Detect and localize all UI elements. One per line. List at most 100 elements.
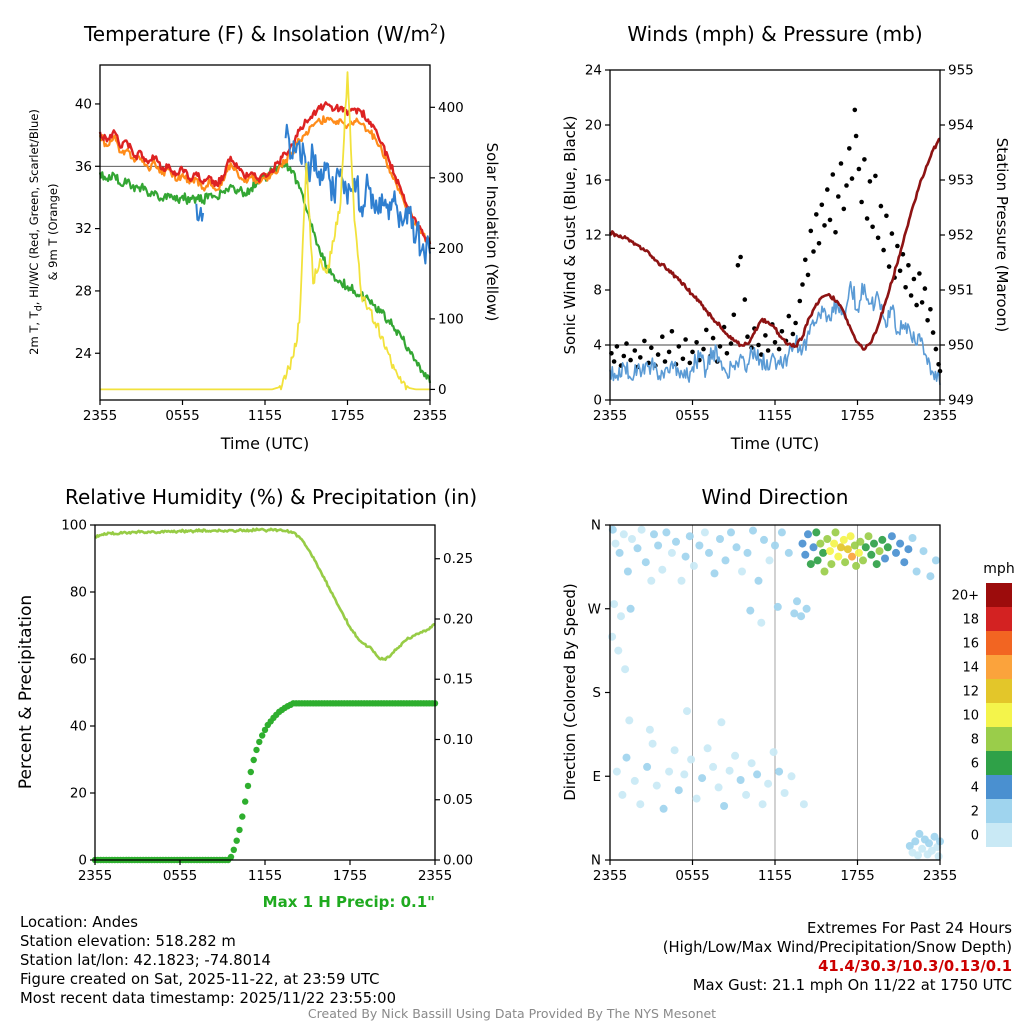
- figure-created-line: Figure created on Sat, 2025-11-22, at 23…: [20, 971, 380, 988]
- svg-text:100: 100: [438, 311, 464, 327]
- svg-text:36: 36: [75, 159, 92, 175]
- svg-text:2355: 2355: [83, 408, 117, 424]
- svg-text:E: E: [592, 769, 601, 785]
- svg-text:0.00: 0.00: [443, 853, 473, 869]
- svg-text:0: 0: [971, 829, 979, 844]
- svg-text:14: 14: [962, 661, 979, 676]
- svg-text:40: 40: [70, 719, 87, 735]
- svg-text:28: 28: [75, 283, 92, 299]
- max-gust-line: Max Gust: 21.1 mph On 11/22 at 1750 UTC: [692, 977, 1012, 994]
- svg-text:32: 32: [75, 221, 92, 237]
- svg-text:2355: 2355: [923, 408, 957, 424]
- svg-text:40: 40: [75, 96, 92, 112]
- credit-line: Created By Nick Bassill Using Data Provi…: [307, 1006, 717, 1021]
- svg-text:0555: 0555: [675, 408, 709, 424]
- svg-text:400: 400: [438, 100, 464, 116]
- series-solar-insolation: [100, 71, 430, 391]
- svg-text:8: 8: [971, 733, 979, 748]
- extremes-info: Extremes For Past 24 Hours (High/Low/Max…: [663, 919, 1012, 995]
- series-station-pressure: [608, 137, 941, 351]
- speed-legend: mph 20+ 18 16 14 12 10 8 6 4 2 0: [952, 561, 1015, 847]
- svg-text:1755: 1755: [840, 868, 874, 884]
- svg-text:16: 16: [585, 173, 602, 189]
- svg-text:4: 4: [593, 338, 602, 354]
- series-heat-index-wind-chill: [195, 123, 431, 265]
- svg-text:mph: mph: [983, 561, 1014, 577]
- max-precip-annotation: Max 1 H Precip: 0.1": [262, 893, 435, 911]
- svg-text:100: 100: [61, 518, 87, 534]
- axes: 2355 0555 1155 1755 23550204060801000.000.05…: [61, 518, 473, 885]
- temperature-insolation-chart: 2355 0555 1155 1755 235524283236400100200300…: [75, 64, 464, 424]
- svg-text:1155: 1155: [758, 868, 792, 884]
- svg-text:12: 12: [962, 685, 979, 700]
- svg-text:6: 6: [971, 757, 979, 772]
- title-text-end: ): [438, 22, 447, 46]
- title-superscript: 2: [429, 22, 439, 38]
- svg-text:1155: 1155: [248, 868, 282, 884]
- svg-text:0.20: 0.20: [443, 611, 473, 627]
- station-info: Location: Andes Station elevation: 518.2…: [20, 913, 396, 1008]
- svg-text:0: 0: [438, 382, 447, 398]
- svg-text:0: 0: [593, 393, 602, 409]
- winds-pressure-panel: Winds (mph) & Pressure (mb) Sonic Wind &…: [512, 0, 1024, 465]
- svg-text:954: 954: [948, 118, 974, 134]
- svg-text:1155: 1155: [758, 408, 792, 424]
- svg-text:0555: 0555: [675, 868, 709, 884]
- extremes-title: Extremes For Past 24 Hours: [807, 920, 1012, 937]
- svg-text:950: 950: [948, 338, 974, 354]
- humidity-precip-chart: 2355 0555 1155 1755 23550204060801000.000.05…: [61, 518, 473, 885]
- svg-text:2355: 2355: [78, 868, 112, 884]
- svg-text:S: S: [592, 685, 601, 701]
- svg-text:18: 18: [962, 613, 979, 628]
- svg-text:200: 200: [438, 241, 464, 257]
- svg-text:N: N: [591, 853, 601, 869]
- svg-text:80: 80: [70, 585, 87, 601]
- svg-text:952: 952: [948, 228, 974, 244]
- series-relative-humidity: [94, 527, 436, 661]
- svg-text:24: 24: [75, 346, 92, 362]
- svg-text:16: 16: [962, 637, 979, 652]
- winds-chart-title: Winds (mph) & Pressure (mb): [627, 22, 923, 46]
- svg-text:8: 8: [593, 283, 602, 299]
- svg-text:60: 60: [70, 652, 87, 668]
- svg-text:10: 10: [962, 709, 979, 724]
- svg-text:1755: 1755: [333, 868, 367, 884]
- series-dewpoint-2m: [98, 160, 432, 384]
- svg-text:2355: 2355: [418, 868, 452, 884]
- svg-text:12: 12: [585, 228, 602, 244]
- svg-text:953: 953: [948, 173, 974, 189]
- svg-text:2355: 2355: [593, 868, 627, 884]
- footer: Location: Andes Station elevation: 518.2…: [0, 905, 1024, 1024]
- temperature-chart-title: Temperature (F) & Insolation (W/m2): [65, 22, 465, 46]
- winds-pressure-chart: 2355 0555 1155 1755 235504812162024949950951…: [585, 63, 974, 425]
- svg-text:N: N: [591, 518, 601, 534]
- svg-text:20: 20: [70, 786, 87, 802]
- svg-text:2: 2: [971, 805, 979, 820]
- elevation-line: Station elevation: 518.282 m: [20, 933, 236, 950]
- dots-precipitation: [91, 700, 439, 864]
- title-text: Temperature (F) & Insolation (W/m: [83, 22, 430, 46]
- humidity-chart-title: Relative Humidity (%) & Precipitation (i…: [65, 485, 478, 509]
- svg-text:0555: 0555: [165, 408, 199, 424]
- svg-text:24: 24: [585, 63, 602, 79]
- latlon-line: Station lat/lon: 42.1823; -74.8014: [20, 952, 271, 969]
- series-sonic-wind: [609, 281, 941, 385]
- svg-text:0.25: 0.25: [443, 551, 473, 567]
- svg-text:0.05: 0.05: [443, 792, 473, 808]
- svg-text:0555: 0555: [163, 868, 197, 884]
- svg-text:955: 955: [948, 63, 974, 79]
- scatter-wind-gust: [609, 107, 943, 374]
- location-line: Location: Andes: [20, 914, 138, 931]
- svg-text:4: 4: [971, 781, 979, 796]
- extremes-subtitle: (High/Low/Max Wind/Precipitation/Snow De…: [662, 939, 1012, 956]
- svg-text:1755: 1755: [840, 408, 874, 424]
- winds-x-axis-label: Time (UTC): [730, 434, 820, 453]
- axes: 2355 0555 1155 1755 235504812162024949950951…: [585, 63, 974, 425]
- series-temp-9m: [98, 115, 432, 243]
- series-temp-2m: [98, 101, 432, 245]
- svg-text:2355: 2355: [923, 868, 957, 884]
- temperature-x-axis-label: Time (UTC): [220, 434, 310, 453]
- temperature-insolation-panel: Temperature (F) & Insolation (W/m2) 2m T…: [0, 0, 512, 465]
